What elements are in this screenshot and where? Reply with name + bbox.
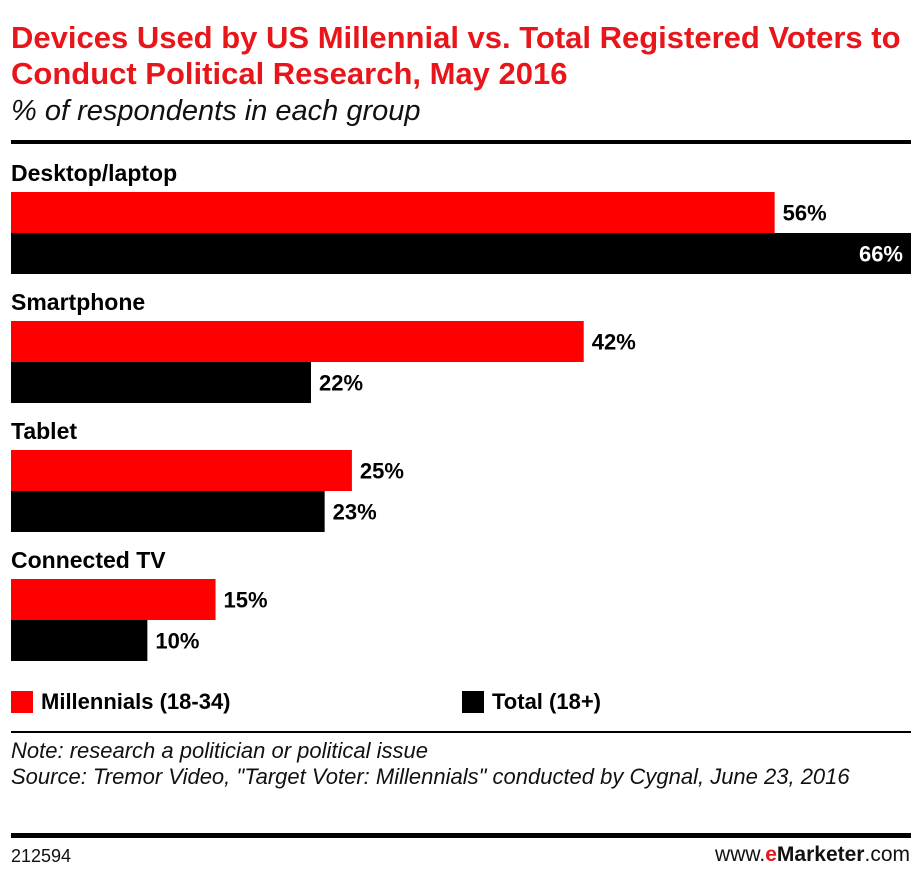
category-label-connected-tv: Connected TV: [11, 547, 166, 573]
note-text: Note: research a politician or political…: [11, 738, 428, 763]
footer-notes: Note: research a politician or political…: [11, 738, 916, 790]
bar-chart: Desktop/laptop 56% 66% Smartphone 42% 22% Tabl…: [11, 160, 911, 661]
legend-swatch-total: [462, 691, 484, 713]
bar-millennials-connected-tv: [11, 579, 216, 620]
bar-total-smartphone: [11, 362, 311, 403]
footer-divider-bottom: [11, 833, 911, 838]
legend-swatch-millennials: [11, 691, 33, 713]
legend-label-total: Total (18+): [492, 689, 602, 714]
value-label-total-desktop-laptop: 66%: [859, 242, 903, 267]
category-label-smartphone: Smartphone: [11, 289, 145, 315]
value-label-millennials-connected-tv: 15%: [224, 588, 268, 613]
chart-id: 212594: [11, 846, 72, 866]
bar-total-connected-tv: [11, 620, 148, 661]
chart-title: Devices Used by US Millennial vs. Total …: [11, 20, 901, 91]
bar-millennials-smartphone: [11, 321, 584, 362]
bar-millennials-tablet: [11, 450, 352, 491]
footer-divider-top: [11, 731, 911, 733]
emarketer-logo: www.eMarketer.com: [715, 843, 910, 867]
value-label-millennials-tablet: 25%: [360, 459, 404, 484]
value-label-millennials-desktop-laptop: 56%: [783, 201, 827, 226]
bar-total-tablet: [11, 491, 325, 532]
value-label-millennials-smartphone: 42%: [592, 330, 636, 355]
legend-label-millennials: Millennials (18-34): [41, 689, 231, 714]
brand-name: Marketer: [776, 843, 865, 866]
category-label-tablet: Tablet: [11, 418, 77, 444]
legend-millennials: Millennials (18-34): [11, 688, 231, 716]
bar-total-desktop-laptop: [11, 233, 911, 274]
value-label-total-smartphone: 22%: [319, 371, 363, 396]
value-label-total-connected-tv: 10%: [155, 629, 199, 654]
chart-subtitle: % of respondents in each group: [11, 95, 421, 127]
source-text: Source: Tremor Video, "Target Voter: Mil…: [11, 764, 850, 789]
brand-suffix: .com: [864, 843, 910, 866]
bar-millennials-desktop-laptop: [11, 192, 775, 233]
legend-total: Total (18+): [462, 688, 601, 716]
value-label-total-tablet: 23%: [333, 500, 377, 525]
top-divider: [11, 140, 911, 144]
brand-prefix: www.: [715, 843, 766, 866]
brand-e: e: [765, 843, 777, 866]
category-label-desktop-laptop: Desktop/laptop: [11, 160, 177, 186]
